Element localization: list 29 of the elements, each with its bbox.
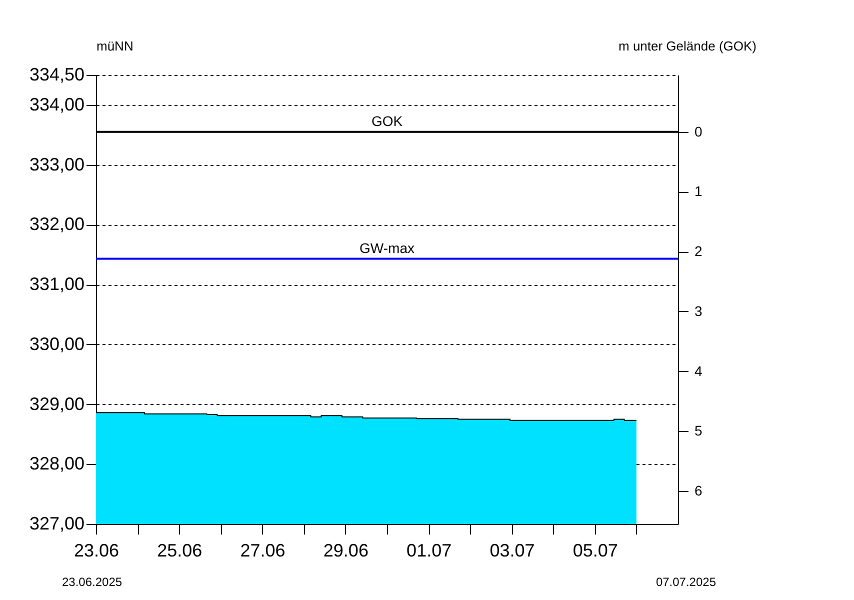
y-tick-label: 333,00 (29, 154, 84, 174)
y2-axis-title: m unter Gelände (GOK) (618, 38, 756, 54)
y-tick-label: 334,00 (29, 94, 84, 114)
text: 07.07.2025 (656, 575, 716, 589)
y-tick-label: 330,00 (29, 334, 84, 354)
x-tick-label: 01.07 (406, 540, 452, 560)
y-tick-label: 334,50 (29, 64, 84, 84)
ref-line-label: GOK (371, 112, 404, 129)
y2-tick-label: 6 (694, 482, 702, 499)
x-tick-label: 03.07 (490, 540, 535, 560)
y2-tick-label: 0 (694, 123, 702, 140)
x-tick-label: 27.06 (240, 540, 286, 560)
y2-tick-label: 4 (694, 362, 702, 379)
y-tick-label: 328,00 (29, 454, 84, 474)
x-tick-label: 05.07 (572, 540, 618, 560)
x-tick-label: 25.06 (157, 540, 202, 560)
text: 23.06.2025 (62, 575, 122, 589)
y2-tick-label: 3 (694, 302, 702, 319)
ref-line-label: GW-max (360, 240, 414, 256)
x-tick-label: 29.06 (323, 540, 368, 560)
x-tick-label: 23.06 (74, 540, 120, 560)
y-tick-label: 332,00 (29, 214, 84, 234)
y-tick-label: 331,00 (29, 274, 84, 294)
y2-tick-label: 1 (694, 183, 702, 200)
y2-tick-label: 2 (694, 243, 702, 260)
y-axis-title: müNN (96, 38, 134, 54)
y-tick-label: 327,00 (29, 514, 84, 534)
y2-tick-label: 5 (694, 422, 702, 439)
y-tick-label: 329,00 (29, 394, 84, 414)
